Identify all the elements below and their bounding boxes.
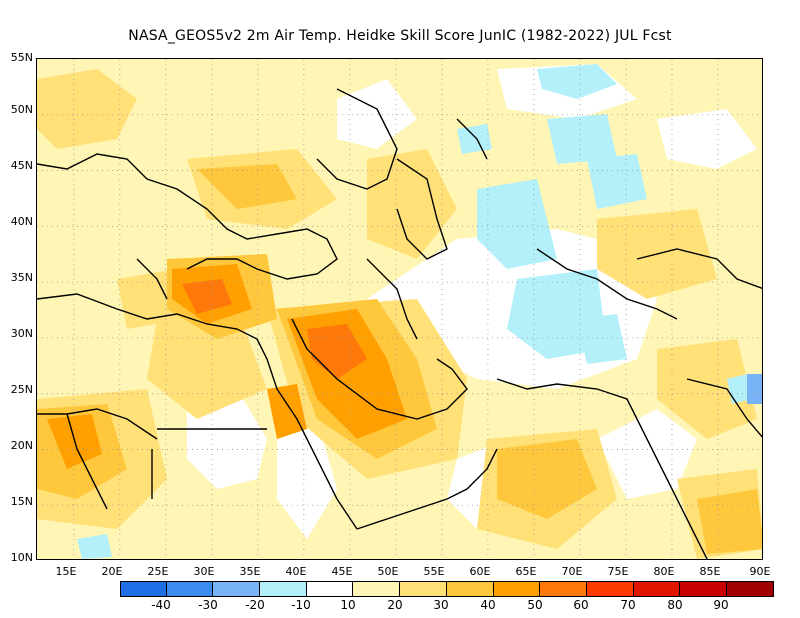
lat-label-30N: 30N [10,327,33,340]
lon-label-20E: 20E [101,565,123,578]
colorbar-swatch [726,581,774,597]
colorbar-swatch [120,581,167,597]
lon-label-45E: 45E [331,565,353,578]
lon-label-30E: 30E [193,565,215,578]
colorbar-swatch [586,581,634,597]
colorbar-swatch [540,581,587,597]
colorbar-swatch [353,581,401,597]
colorbar-label: -30 [198,598,218,612]
lat-label-20N: 20N [10,439,33,452]
lon-label-85E: 85E [699,565,721,578]
colorbar-label: 90 [713,598,729,612]
colorbar-label: -40 [151,598,171,612]
lon-label-40E: 40E [285,565,307,578]
colorbar-label: 60 [573,598,589,612]
lon-label-90E: 90E [749,565,771,578]
colorbar-swatch [446,581,494,597]
colorbar-swatch [306,581,354,597]
lon-label-25E: 25E [147,565,169,578]
lat-label-45N: 45N [10,159,33,172]
colorbar-label: 80 [667,598,683,612]
colorbar-swatch [680,581,727,597]
colorbar-swatch [400,581,447,597]
colorbar-swatch [213,581,261,597]
colorbar-label: 40 [480,598,496,612]
colorbar-label: 50 [527,598,543,612]
lon-label-80E: 80E [653,565,675,578]
colorbar-label: -10 [291,598,311,612]
colorbar-swatch [260,581,307,597]
colorbar-label: 10 [340,598,356,612]
lat-label-35N: 35N [10,271,33,284]
colorbar-swatch [493,581,541,597]
colorbar-label: 20 [387,598,403,612]
lon-label-75E: 75E [607,565,629,578]
lat-label-15N: 15N [10,495,33,508]
skill-score-map [37,59,762,559]
score-field-strong-negative [747,374,762,404]
lat-label-10N: 10N [10,551,33,564]
lat-label-55N: 55N [10,51,33,64]
lon-label-55E: 55E [423,565,445,578]
lat-label-50N: 50N [10,103,33,116]
lat-label-25N: 25N [10,383,33,396]
score-field-negative [77,64,752,559]
lon-label-35E: 35E [239,565,261,578]
lon-label-70E: 70E [561,565,583,578]
colorbar-label: -20 [245,598,265,612]
lon-label-50E: 50E [377,565,399,578]
colorbar-swatch [166,581,214,597]
coastlines-borders [37,88,762,559]
lon-label-65E: 65E [515,565,537,578]
colorbar-label: 70 [620,598,636,612]
map-panel [36,58,763,560]
lat-label-40N: 40N [10,215,33,228]
colorbar [120,581,774,597]
lon-label-60E: 60E [469,565,491,578]
colorbar-label: 30 [433,598,449,612]
lon-label-15E: 15E [55,565,77,578]
colorbar-swatch [633,581,681,597]
chart-title: NASA_GEOS5v2 2m Air Temp. Heidke Skill S… [128,28,672,44]
